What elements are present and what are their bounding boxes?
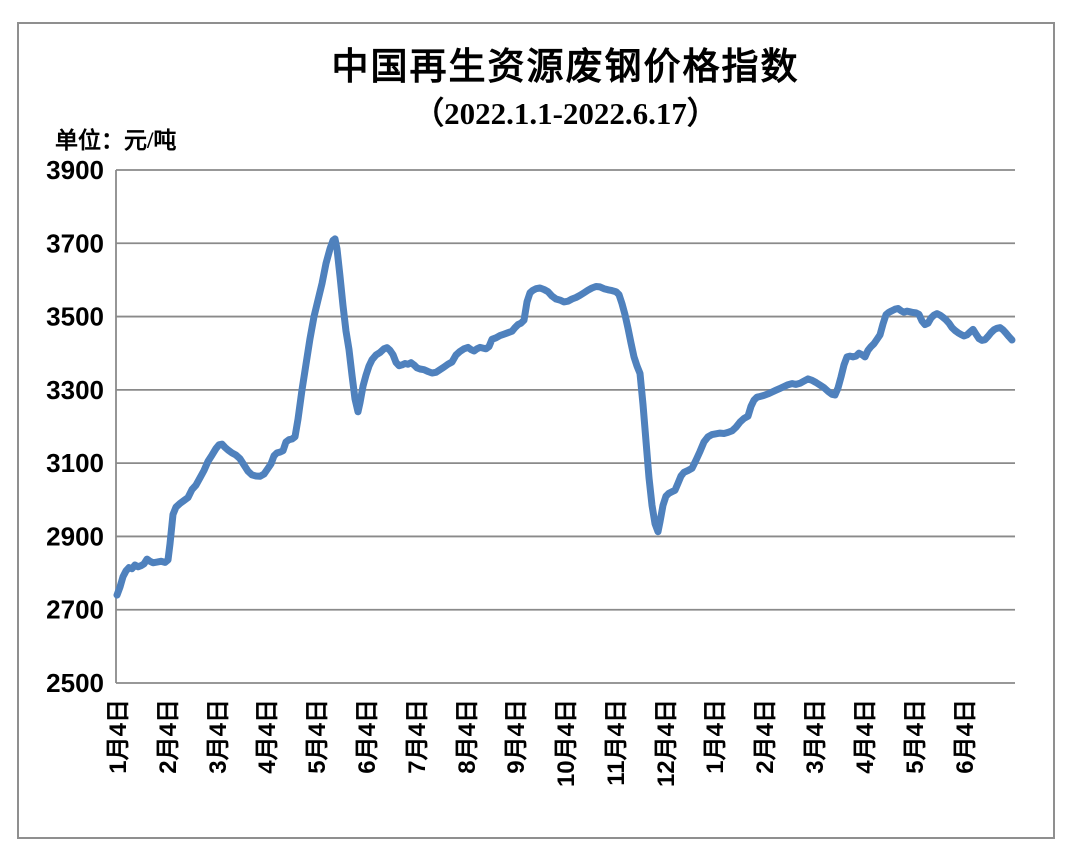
- price-index-line: [113, 235, 1016, 599]
- x-tick-label: 4月4日: [254, 699, 281, 774]
- y-tick-label: 3700: [46, 228, 104, 258]
- y-axis-unit-label: 单位：元/吨: [55, 128, 177, 153]
- y-tick-label: 2900: [46, 521, 104, 551]
- x-tick-label: 2月4日: [155, 699, 182, 774]
- x-tick-label: 1月4日: [105, 699, 132, 774]
- y-tick-label: 3900: [46, 155, 104, 185]
- x-tick-label: 1月4日: [702, 699, 729, 774]
- y-tick-label: 3300: [46, 375, 104, 405]
- x-tick-label: 10月4日: [553, 699, 580, 787]
- y-tick-label: 3100: [46, 448, 104, 478]
- outer-border: [17, 22, 1055, 839]
- chart-title: 中国再生资源废钢价格指数: [331, 47, 800, 88]
- x-tick-label: 3月4日: [205, 699, 232, 774]
- x-tick-label: 11月4日: [603, 699, 630, 786]
- x-tick-label: 7月4日: [404, 699, 431, 774]
- x-tick-label: 6月4日: [354, 699, 381, 774]
- x-tick-label: 4月4日: [852, 699, 879, 774]
- x-tick-label: 12月4日: [653, 699, 680, 787]
- y-tick-label: 2500: [46, 668, 104, 698]
- x-tick-label: 5月4日: [902, 699, 929, 774]
- x-tick-label: 2月4日: [752, 699, 779, 774]
- y-tick-label: 2700: [46, 595, 104, 625]
- x-tick-label: 8月4日: [454, 699, 481, 774]
- x-tick-label: 9月4日: [503, 699, 530, 774]
- x-tick-label: 6月4日: [952, 699, 979, 774]
- chart-subtitle: （2022.1.1-2022.6.17）: [413, 96, 718, 131]
- y-tick-label: 3500: [46, 302, 104, 332]
- x-tick-label: 3月4日: [802, 699, 829, 774]
- x-tick-label: 5月4日: [304, 699, 331, 774]
